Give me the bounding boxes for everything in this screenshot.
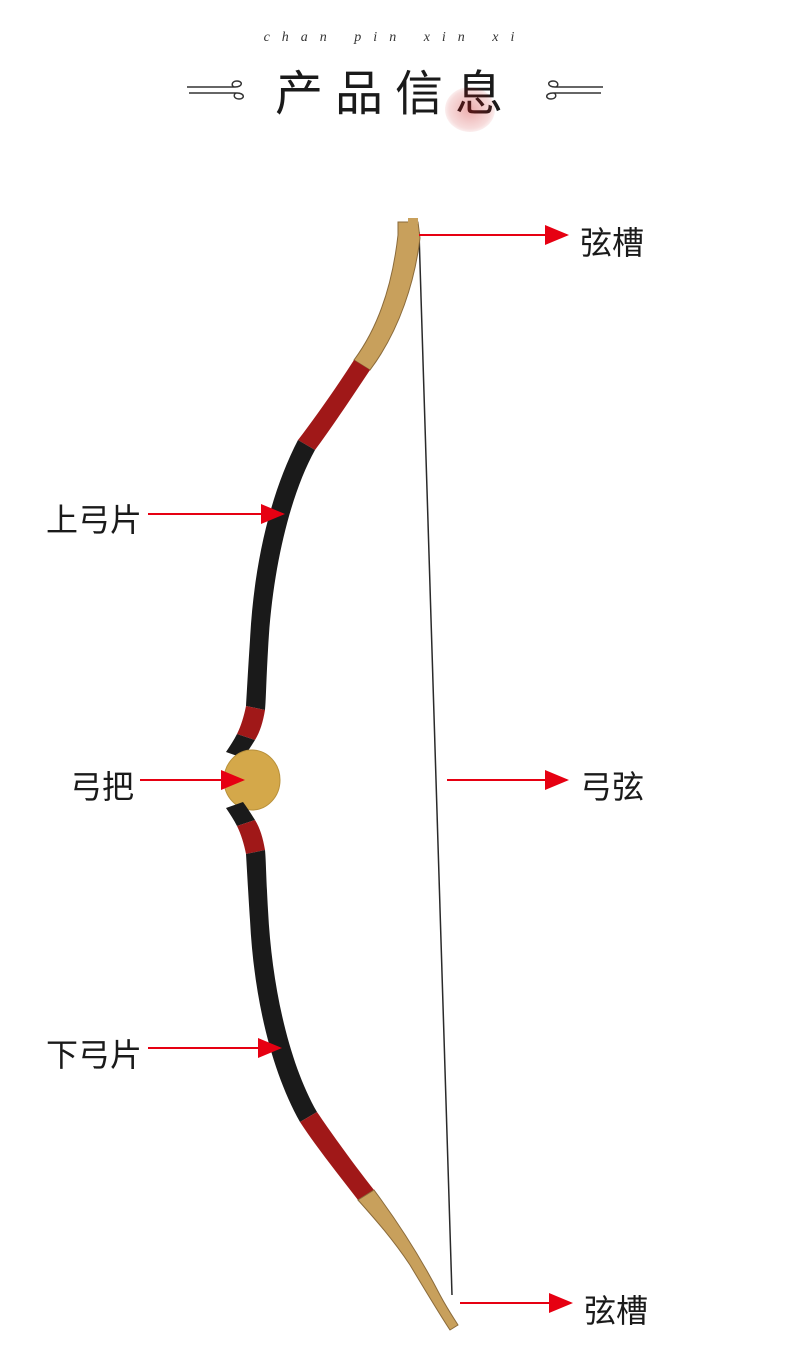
ornament-right-icon bbox=[535, 77, 605, 101]
ornament-left-icon bbox=[185, 77, 255, 101]
label-upper-limb: 上弓片 bbox=[46, 495, 142, 541]
label-string-groove-top: 弦槽 bbox=[580, 218, 644, 264]
title-row: 产品信息 bbox=[0, 54, 790, 124]
label-arrows bbox=[140, 235, 571, 1303]
label-grip: 弓把 bbox=[70, 762, 134, 808]
label-string-groove-bottom: 弦槽 bbox=[584, 1286, 648, 1332]
pinyin: chan pin xin xi bbox=[0, 30, 790, 46]
page-title: 产品信息 bbox=[275, 54, 515, 124]
bow-upper-wrap-top bbox=[298, 360, 370, 450]
bow-svg bbox=[0, 170, 790, 1350]
bow-wrap-below-grip bbox=[237, 820, 265, 854]
bow-lower-tip bbox=[358, 1190, 458, 1330]
label-bowstring: 弓弦 bbox=[580, 762, 644, 808]
label-lower-limb: 下弓片 bbox=[46, 1030, 142, 1076]
bow-wrap-above-grip bbox=[237, 706, 265, 740]
seal-icon bbox=[445, 87, 495, 132]
bow-upper-limb bbox=[246, 440, 315, 710]
bow-upper-tip bbox=[354, 222, 420, 370]
header: chan pin xin xi 产品信息 bbox=[0, 30, 790, 124]
bow-diagram: 弦槽 上弓片 弓把 弓弦 下弓片 弦槽 bbox=[0, 170, 790, 1350]
bow-lower-wrap-bottom bbox=[300, 1112, 374, 1200]
bow-lower-limb bbox=[246, 850, 317, 1122]
bowstring-line bbox=[419, 232, 452, 1295]
